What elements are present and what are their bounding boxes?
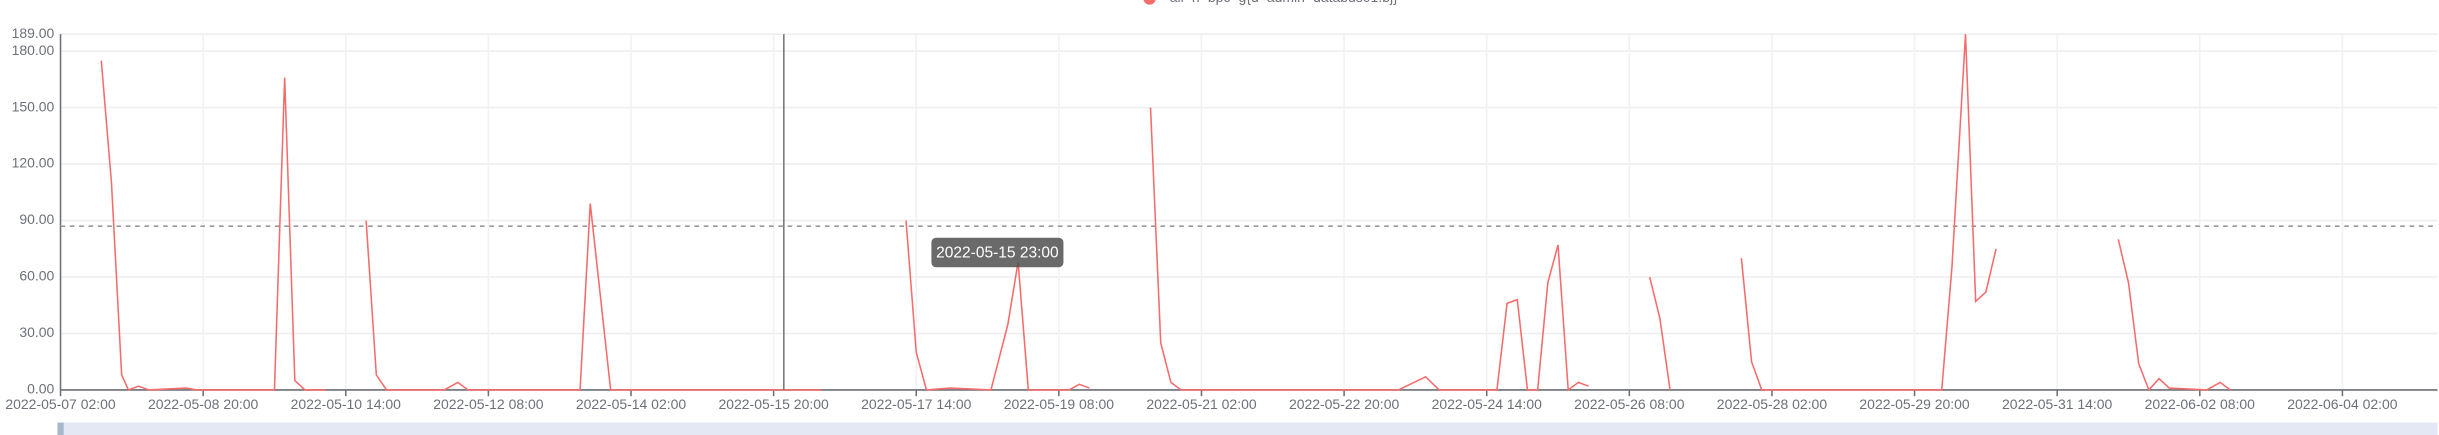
tooltip-text: 2022-05-15 23:00 — [936, 244, 1059, 261]
zoom-handle[interactable] — [57, 422, 64, 435]
y-tick-label: 30.00 — [19, 324, 54, 340]
x-tick-label: 2022-05-15 20:00 — [718, 396, 829, 412]
y-tick-label: 150.00 — [12, 98, 55, 114]
x-tick-label: 2022-05-19 08:00 — [1004, 396, 1115, 412]
x-tick-label: 2022-06-04 02:00 — [2287, 396, 2398, 412]
data-zoom[interactable] — [57, 422, 2438, 435]
grid — [59, 33, 2438, 391]
y-tick-label: 189.00 — [12, 25, 55, 41]
x-tick-label: 2022-05-28 02:00 — [1717, 396, 1828, 412]
x-tick-label: 2022-05-17 14:00 — [861, 396, 972, 412]
y-tick-label: 90.00 — [19, 211, 54, 227]
x-tick-label: 2022-05-07 02:00 — [5, 396, 116, 412]
x-tick-label: 2022-05-21 02:00 — [1146, 396, 1257, 412]
x-tick-label: 2022-05-24 14:00 — [1432, 396, 1543, 412]
tooltip: 2022-05-15 23:00 — [931, 237, 1064, 268]
y-tick-label: 120.00 — [12, 155, 55, 171]
series-line — [100, 34, 2231, 392]
x-tick-label: 2022-05-14 02:00 — [576, 396, 687, 412]
y-tick-label: 0.00 — [27, 381, 54, 397]
x-tick-label: 2022-05-12 08:00 — [433, 396, 544, 412]
x-tick-label: 2022-06-02 08:00 — [2145, 396, 2256, 412]
zoom-bar — [60, 422, 2438, 435]
x-tick-label: 2022-05-22 20:00 — [1289, 396, 1400, 412]
legend-label: all=n=bpc=g{d=admin=databus01.bj} — [1170, 0, 1398, 5]
x-tick-label: 2022-05-26 08:00 — [1574, 396, 1685, 412]
y-tick-label: 180.00 — [12, 42, 55, 58]
x-tick-label: 2022-05-31 14:00 — [2002, 396, 2113, 412]
x-tick-label: 2022-05-10 14:00 — [291, 396, 402, 412]
legend[interactable]: all=n=bpc=g{d=admin=databus01.bj} — [1134, 0, 1398, 5]
y-tick-label: 60.00 — [19, 268, 54, 284]
legend-icon — [1143, 0, 1156, 5]
x-tick-label: 2022-05-08 20:00 — [148, 396, 259, 412]
x-tick-label: 2022-05-29 20:00 — [1859, 396, 1970, 412]
tooltip-box — [931, 237, 1064, 268]
